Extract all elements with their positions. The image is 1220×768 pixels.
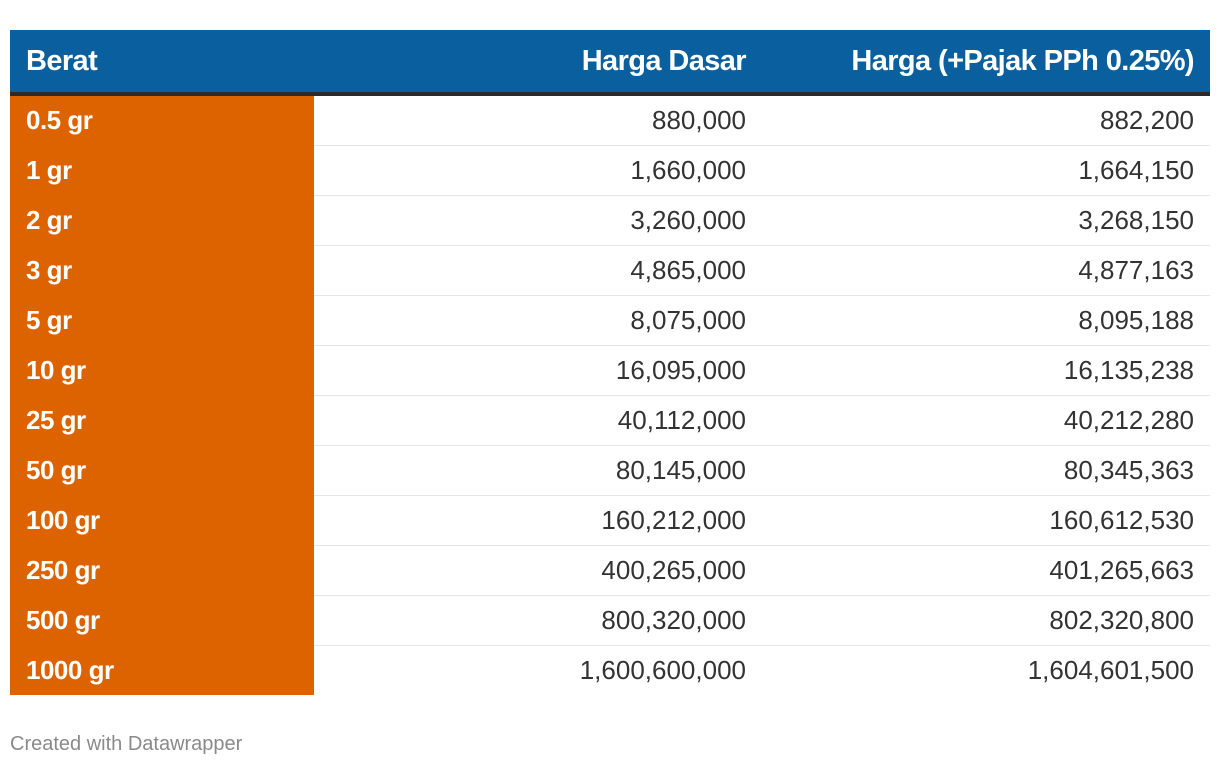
cell-berat: 0.5 gr [10, 94, 314, 146]
table-row: 25 gr 40,112,000 40,212,280 [10, 395, 1210, 446]
cell-harga-pajak: 80,345,363 [762, 445, 1210, 496]
table-row: 5 gr 8,075,000 8,095,188 [10, 295, 1210, 346]
table-row: 250 gr 400,265,000 401,265,663 [10, 545, 1210, 596]
column-header-harga-pajak[interactable]: Harga (+Pajak PPh 0.25%) [762, 30, 1210, 96]
cell-harga-pajak: 1,664,150 [762, 145, 1210, 196]
cell-harga-dasar: 400,265,000 [314, 545, 762, 596]
cell-harga-dasar: 16,095,000 [314, 345, 762, 396]
table-row: 1000 gr 1,600,600,000 1,604,601,500 [10, 645, 1210, 695]
cell-harga-pajak: 4,877,163 [762, 245, 1210, 296]
header-row: Berat Harga Dasar Harga (+Pajak PPh 0.25… [10, 30, 1210, 96]
cell-berat: 50 gr [10, 445, 314, 496]
cell-harga-dasar: 4,865,000 [314, 245, 762, 296]
cell-harga-pajak: 3,268,150 [762, 195, 1210, 246]
cell-berat: 25 gr [10, 395, 314, 446]
cell-berat: 100 gr [10, 495, 314, 546]
price-table: Berat Harga Dasar Harga (+Pajak PPh 0.25… [10, 30, 1210, 695]
cell-berat: 3 gr [10, 245, 314, 296]
cell-harga-dasar: 40,112,000 [314, 395, 762, 446]
cell-berat: 1000 gr [10, 645, 314, 695]
table-row: 500 gr 800,320,000 802,320,800 [10, 595, 1210, 646]
table-body: 0.5 gr 880,000 882,200 1 gr 1,660,000 1,664,1… [10, 94, 1210, 695]
cell-harga-pajak: 8,095,188 [762, 295, 1210, 346]
cell-harga-dasar: 1,600,600,000 [579, 655, 746, 685]
cell-harga-pajak: 401,265,663 [762, 545, 1210, 596]
column-header-berat[interactable]: Berat [10, 30, 314, 96]
datawrapper-credit[interactable]: Created with Datawrapper [10, 733, 243, 755]
cell-harga-dasar: 160,212,000 [314, 495, 762, 546]
cell-berat: 10 gr [10, 345, 314, 396]
table-header: Berat Harga Dasar Harga (+Pajak PPh 0.25… [10, 30, 1210, 96]
table-row: 3 gr 4,865,000 4,877,163 [10, 245, 1210, 296]
table-row: 100 gr 160,212,000 160,612,530 [10, 495, 1210, 546]
table-row: 50 gr 80,145,000 80,345,363 [10, 445, 1210, 496]
cell-harga-dasar: 800,320,000 [314, 595, 762, 646]
cell-berat: 5 gr [10, 295, 314, 346]
cell-harga-dasar: 3,260,000 [314, 195, 762, 246]
cell-berat: 2 gr [10, 195, 314, 246]
cell-harga-pajak: 802,320,800 [762, 595, 1210, 646]
cell-harga-pajak: 1,604,601,500 [1027, 655, 1194, 685]
cell-harga-dasar: 80,145,000 [314, 445, 762, 496]
table-row: 1 gr 1,660,000 1,664,150 [10, 145, 1210, 196]
table-row: 0.5 gr 880,000 882,200 [10, 94, 1210, 146]
cell-harga-dasar: 8,075,000 [314, 295, 762, 346]
cell-berat: 500 gr [10, 595, 314, 646]
column-header-harga-dasar[interactable]: Harga Dasar [314, 30, 762, 96]
cell-harga-pajak: 40,212,280 [762, 395, 1210, 446]
cell-harga-dasar: 880,000 [314, 94, 762, 146]
cell-berat: 250 gr [10, 545, 314, 596]
table-row: 10 gr 16,095,000 16,135,238 [10, 345, 1210, 396]
cell-harga-pajak: 160,612,530 [762, 495, 1210, 546]
cell-berat: 1 gr [10, 145, 314, 196]
table-row: 2 gr 3,260,000 3,268,150 [10, 195, 1210, 246]
cell-harga-pajak: 16,135,238 [762, 345, 1210, 396]
price-table-container: Berat Harga Dasar Harga (+Pajak PPh 0.25… [10, 30, 1210, 695]
cell-harga-dasar: 1,660,000 [314, 145, 762, 196]
cell-harga-pajak: 882,200 [762, 94, 1210, 146]
